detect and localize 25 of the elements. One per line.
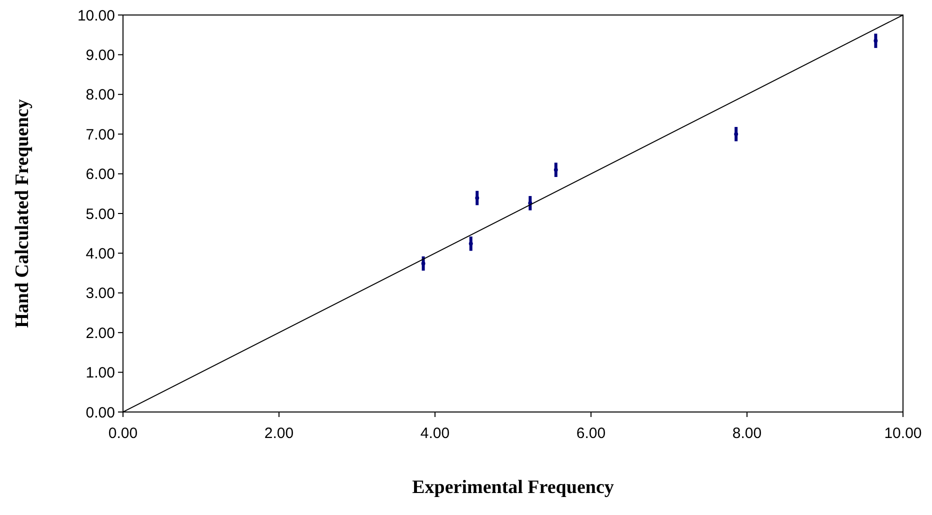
point [468, 242, 473, 246]
x-tick-label: 6.00 [576, 425, 606, 442]
point [554, 168, 558, 172]
y-tick-label: 7.00 [86, 126, 115, 144]
y-tick-label: 3.00 [86, 285, 115, 302]
y-tick-label: 10.00 [77, 7, 115, 24]
x-tick-label: 2.00 [264, 425, 294, 442]
point [475, 196, 480, 200]
y-tick-label: 9.00 [86, 46, 115, 64]
y-tick-label: 2.00 [86, 324, 115, 342]
y-tick-label: 4.00 [86, 245, 115, 262]
y-tick-label: 5.00 [86, 206, 115, 223]
point [734, 132, 738, 136]
y-axis-title: Hand Calculated Frequency [12, 98, 33, 328]
x-axis-title: Experimental Frequency [412, 477, 614, 498]
x-tick-label: 0.00 [108, 425, 138, 442]
point [874, 38, 878, 43]
y-tick-label: 6.00 [86, 166, 115, 184]
y-tick-label: 1.00 [86, 364, 115, 382]
point [421, 262, 426, 266]
y-tick-label: 8.00 [86, 86, 115, 104]
x-tick-label: 10.00 [884, 425, 922, 442]
y-tick-label: 0.00 [86, 404, 115, 422]
x-tick-label: 8.00 [732, 425, 762, 442]
x-tick-label: 4.00 [420, 425, 450, 442]
